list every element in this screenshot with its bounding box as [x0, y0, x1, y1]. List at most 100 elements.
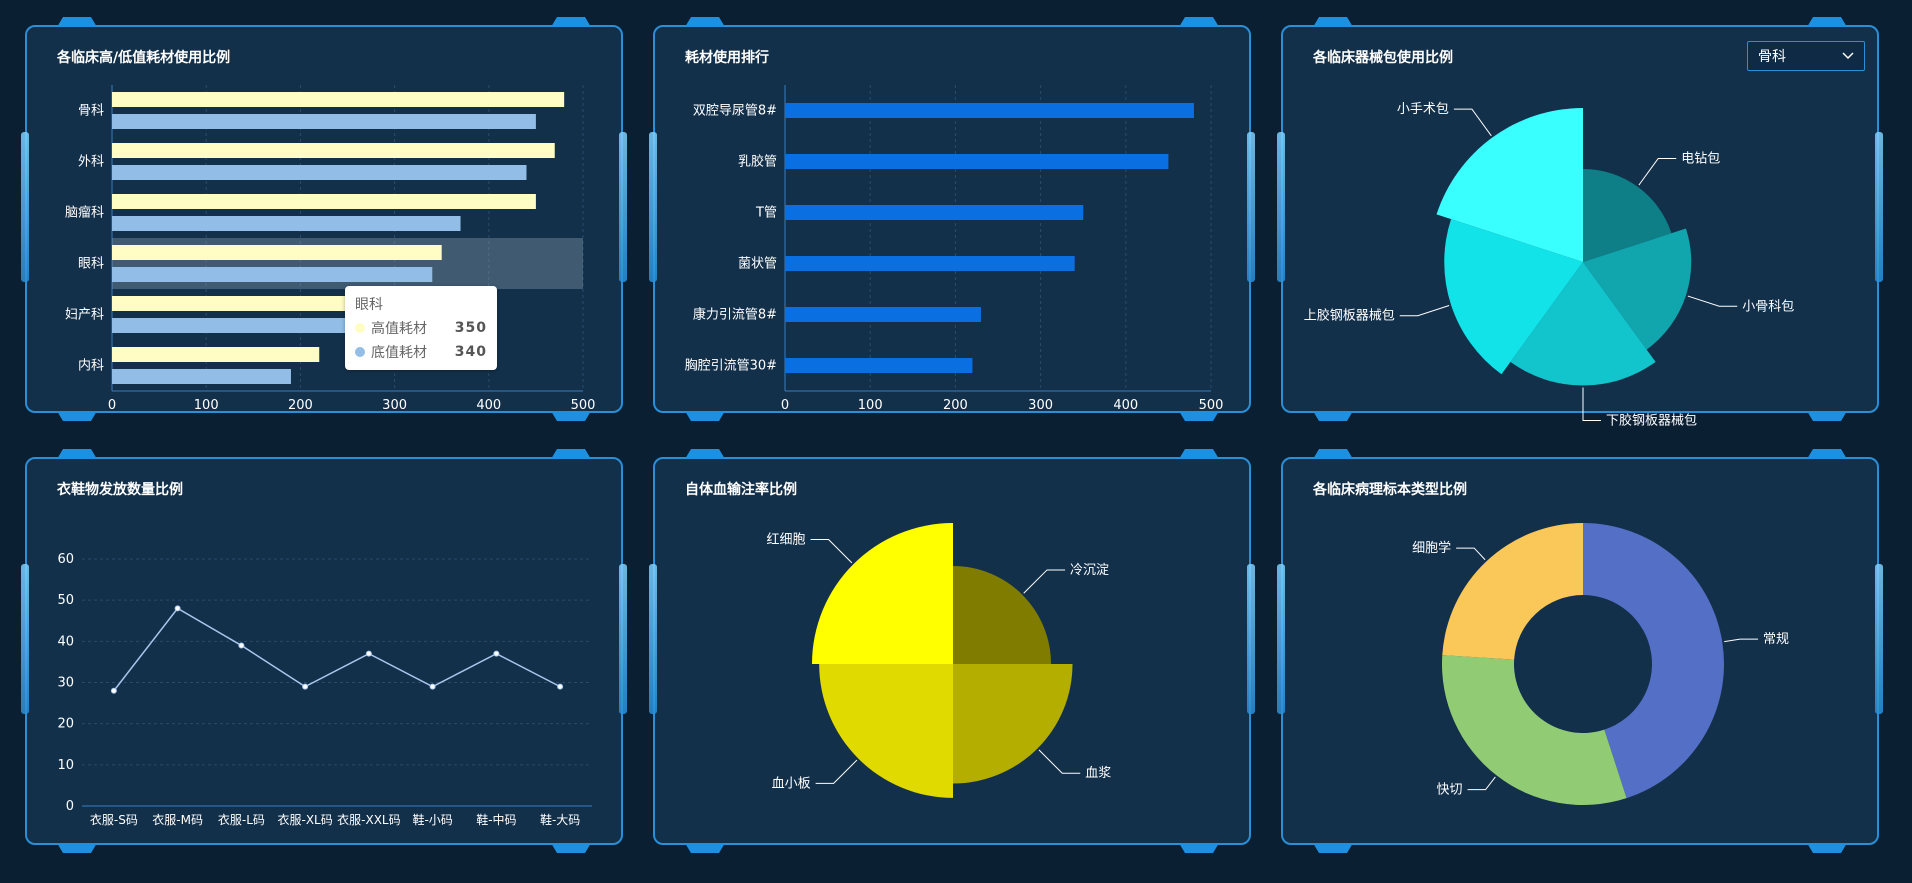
department-select-value: 骨科 — [1758, 49, 1786, 65]
y-tick-label: 40 — [57, 634, 74, 649]
x-tick-label: 衣服-L码 — [218, 812, 265, 827]
pie-slice — [953, 566, 1051, 664]
tooltip-legend-dot — [355, 323, 365, 333]
label-leader-line — [1687, 295, 1738, 307]
label-leader-line — [1638, 157, 1677, 186]
x-tick-label: 300 — [1028, 398, 1053, 413]
panel-title: 衣鞋物发放数量比例 — [57, 482, 183, 498]
panel-title: 各临床高/低值耗材使用比例 — [57, 50, 231, 66]
pie-slice — [1444, 219, 1583, 375]
tooltip-row: 底值耗材 340 — [355, 342, 487, 362]
bar — [785, 154, 1169, 169]
department-select[interactable]: 骨科 — [1747, 41, 1865, 71]
panel-tab-decoration — [1179, 17, 1219, 27]
bar — [785, 256, 1075, 271]
label-leader-line — [815, 759, 858, 784]
label-leader-line — [1724, 638, 1759, 643]
data-point — [365, 650, 372, 657]
tooltip-series-value: 340 — [454, 344, 487, 360]
y-tick-label: 20 — [57, 717, 74, 732]
y-tick-label: 骨科 — [78, 104, 104, 119]
panel-side-decoration — [1277, 564, 1285, 714]
panel-tab-decoration — [685, 843, 725, 853]
pie-slice — [812, 523, 953, 664]
pie-slice — [1442, 655, 1627, 805]
x-tick-label: 100 — [858, 398, 883, 413]
panel-title: 自体血输注率比例 — [685, 482, 797, 498]
panel-side-decoration — [1875, 132, 1883, 282]
bar — [785, 103, 1194, 118]
label-leader-line — [1467, 776, 1496, 791]
pie-slice — [1583, 169, 1672, 262]
series-line — [113, 607, 561, 692]
data-point — [110, 687, 117, 694]
pie-slice — [819, 664, 953, 798]
slice-label: 下胶钢板器械包 — [1606, 413, 1697, 429]
pie-slice — [1510, 262, 1656, 386]
panel-tab-decoration — [57, 17, 97, 27]
slice-label: 上胶钢板器械包 — [1304, 308, 1395, 324]
y-tick-label: 乳胶管 — [738, 154, 777, 170]
panel-side-decoration — [619, 132, 627, 282]
data-point — [493, 650, 500, 657]
panel-tab-decoration — [551, 843, 591, 853]
slice-label: 快切 — [1437, 783, 1463, 798]
label-leader-line — [810, 539, 853, 564]
tooltip-series-name: 高值耗材 — [371, 321, 427, 337]
panel-side-decoration — [21, 132, 29, 282]
panel-tab-decoration — [1313, 411, 1353, 421]
pie-slice — [1583, 523, 1724, 799]
panel-tab-decoration — [1807, 449, 1847, 459]
tooltip-legend-dot — [355, 347, 365, 357]
panel-side-decoration — [649, 132, 657, 282]
data-point — [557, 683, 564, 690]
x-tick-label: 200 — [943, 398, 968, 413]
bar — [112, 92, 565, 107]
y-tick-label: 胸腔引流管30# — [685, 359, 777, 374]
data-point — [174, 605, 181, 612]
bar — [112, 114, 536, 129]
x-tick-label: 衣服-M码 — [152, 812, 203, 827]
panel-side-decoration — [1875, 564, 1883, 714]
data-point — [429, 683, 436, 690]
y-tick-label: 30 — [57, 676, 74, 691]
panel-tab-decoration — [685, 449, 725, 459]
panel-title: 各临床器械包使用比例 — [1313, 50, 1453, 66]
slice-label: 红细胞 — [767, 532, 806, 548]
panel-autologous-blood: 自体血输注率比例 冷沉淀 血浆 血小板 红细胞 — [649, 449, 1255, 853]
bar — [112, 165, 527, 180]
slice-label: 细胞学 — [1412, 540, 1451, 556]
panel-tab-decoration — [1807, 17, 1847, 27]
label-leader-line — [1453, 108, 1492, 137]
label-leader-line — [1023, 569, 1066, 594]
bar — [785, 358, 973, 373]
x-tick-label: 0 — [108, 398, 116, 413]
slice-label: 小骨科包 — [1742, 299, 1794, 314]
bar — [785, 307, 981, 322]
y-tick-label: 妇产科 — [65, 307, 104, 323]
slice-label: 小手术包 — [1397, 102, 1449, 117]
bar — [112, 347, 320, 362]
panel-tab-decoration — [1313, 17, 1353, 27]
x-tick-label: 300 — [382, 398, 407, 413]
panel-tab-decoration — [551, 449, 591, 459]
panel-clinical-consumables: 各临床高/低值耗材使用比例 0 100 200 300 400 500 骨科 外科 脑瘤科 眼科妇… — [21, 17, 627, 421]
data-point — [238, 642, 245, 649]
tooltip-series-name: 底值耗材 — [371, 345, 427, 361]
panel-tab-decoration — [1807, 411, 1847, 421]
panel-tab-decoration — [1313, 449, 1353, 459]
y-tick-label: 双腔导尿管8# — [693, 104, 777, 119]
x-tick-label: 200 — [288, 398, 313, 413]
x-tick-label: 鞋-大码 — [540, 812, 580, 827]
y-tick-label: 10 — [57, 758, 74, 773]
label-leader-line — [1582, 387, 1601, 421]
bar — [112, 267, 433, 282]
pie-slice — [1436, 108, 1583, 262]
x-tick-label: 鞋-小码 — [412, 812, 452, 827]
panel-instrument-packs: 各临床器械包使用比例 骨科 电钻包小骨科包下胶钢板器械包 上胶钢板器械包 小手术包 — [1277, 17, 1883, 429]
x-tick-label: 衣服-S码 — [90, 812, 138, 827]
x-tick-label: 500 — [571, 398, 596, 413]
slice-label: 电钻包 — [1681, 151, 1720, 166]
